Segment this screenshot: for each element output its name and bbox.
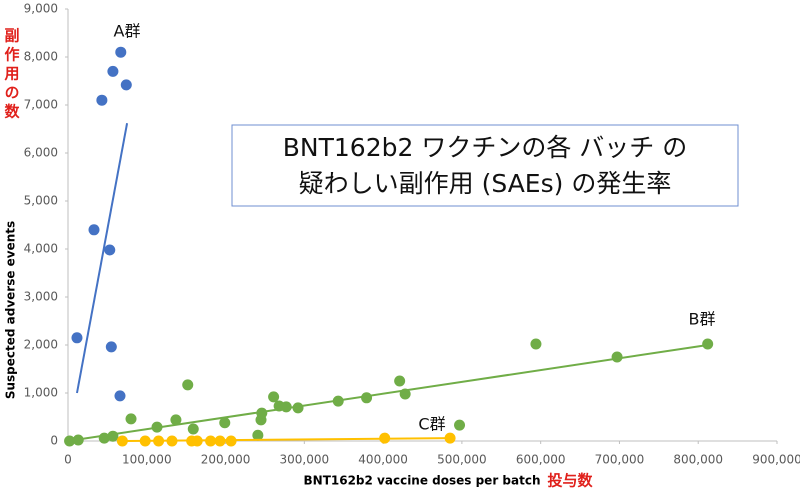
x-tick-label: 900,000: [752, 453, 800, 467]
point: [702, 338, 714, 350]
trendline: [75, 123, 129, 394]
point: [530, 338, 542, 350]
x-annotation: 投与数: [547, 472, 593, 490]
y-axis-title: Suspected adverse events: [4, 221, 18, 399]
y-tick-label: 5,000: [24, 194, 58, 208]
x-tick-label: 0: [64, 453, 72, 467]
y-tick-label: 8,000: [24, 50, 58, 64]
y-tick-label: 2,000: [24, 338, 58, 352]
point: [120, 79, 132, 91]
point: [219, 417, 231, 429]
y-tick-label: 1,000: [24, 386, 58, 400]
group-label: A群: [114, 22, 141, 41]
point: [107, 430, 119, 442]
x-tick-label: 800,000: [673, 453, 723, 467]
x-tick-label: 700,000: [595, 453, 645, 467]
y-tick-label: 6,000: [24, 146, 58, 160]
y-tick-label: 9,000: [24, 2, 58, 16]
x-tick-label: 400,000: [358, 453, 408, 467]
group-label: B群: [689, 310, 716, 329]
y-annotation: 副作用の数: [3, 28, 21, 123]
point: [252, 429, 264, 441]
chart-title: 疑わしい副作用 (SAEs) の発生率: [299, 169, 672, 198]
point: [107, 65, 119, 77]
x-tick-label: 600,000: [516, 453, 566, 467]
trendline: [67, 344, 708, 442]
x-tick-label: 500,000: [437, 453, 487, 467]
x-tick-label: 300,000: [280, 453, 330, 467]
point: [115, 46, 127, 58]
point: [170, 414, 182, 426]
point: [268, 391, 280, 403]
point: [454, 419, 466, 431]
y-tick-label: 3,000: [24, 290, 58, 304]
point: [256, 407, 268, 419]
point: [71, 332, 83, 344]
x-tick-label: 100,000: [122, 453, 172, 467]
group-label: C群: [418, 415, 445, 434]
point: [96, 94, 108, 106]
trendline: [122, 437, 451, 442]
x-tick-label: 200,000: [201, 453, 251, 467]
y-tick-label: 0: [50, 434, 58, 448]
point: [182, 379, 194, 391]
point: [611, 351, 623, 363]
point: [105, 341, 117, 353]
title-box: [231, 124, 739, 207]
chart-title: BNT162b2 ワクチンの各 バッチ の: [283, 133, 687, 162]
point: [394, 375, 406, 387]
y-tick-label: 7,000: [24, 98, 58, 112]
y-tick-label: 4,000: [24, 242, 58, 256]
point: [125, 413, 137, 425]
point: [114, 390, 126, 402]
point: [187, 423, 199, 435]
point: [104, 244, 116, 256]
point: [88, 224, 100, 236]
x-axis-title: BNT162b2 vaccine doses per batch: [304, 474, 541, 488]
point: [361, 392, 373, 404]
